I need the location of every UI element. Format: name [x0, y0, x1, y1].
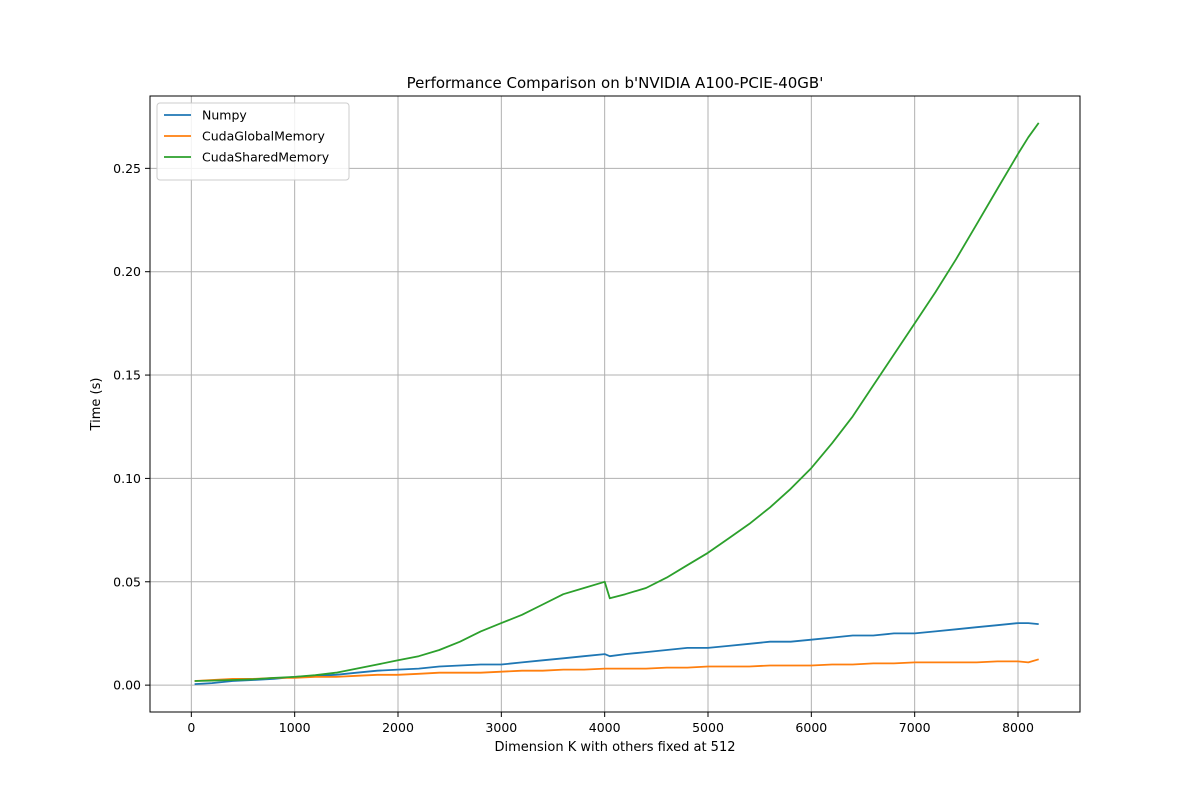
series-line-cuda-shared-memory	[194, 122, 1040, 682]
x-tick-label: 4000	[589, 720, 621, 735]
x-axis-label: Dimension K with others fixed at 512	[494, 740, 735, 755]
y-tick-label: 0.25	[113, 161, 141, 176]
chart-title: Performance Comparison on b'NVIDIA A100-…	[407, 74, 824, 92]
legend: Numpy CudaGlobalMemory CudaSharedMemory	[156, 102, 350, 181]
x-tick-label: 2000	[382, 720, 414, 735]
legend-box	[156, 102, 350, 181]
series-line-cuda-global-memory	[194, 658, 1039, 682]
x-tick-label: 8000	[1002, 720, 1034, 735]
x-tick-label: 6000	[795, 720, 827, 735]
x-tick-label: 7000	[899, 720, 931, 735]
x-tick-label: 1000	[279, 720, 311, 735]
legend-label: CudaSharedMemory	[202, 150, 330, 165]
plot-area-background	[150, 96, 1080, 712]
legend-label: CudaGlobalMemory	[202, 129, 326, 144]
series-lines	[194, 122, 1040, 685]
grid-lines	[150, 96, 1080, 712]
x-tick-label: 5000	[692, 720, 724, 735]
y-tick-label: 0.00	[113, 678, 141, 693]
x-tick-label: 0	[187, 720, 195, 735]
y-axis-ticks: 0.00 0.05 0.10 0.15 0.20 0.25	[113, 161, 150, 693]
x-tick-label: 3000	[485, 720, 517, 735]
y-tick-label: 0.20	[113, 264, 141, 279]
y-tick-label: 0.10	[113, 471, 141, 486]
legend-label: Numpy	[202, 108, 247, 123]
x-axis-ticks: 0 1000 2000 3000 4000 5000 6000 7000 8000	[187, 712, 1034, 735]
series-line-numpy	[194, 622, 1039, 685]
plot-frame	[149, 95, 1081, 713]
y-axis-label: Time (s)	[89, 378, 104, 432]
y-tick-label: 0.15	[113, 368, 141, 383]
y-tick-label: 0.05	[113, 574, 141, 589]
